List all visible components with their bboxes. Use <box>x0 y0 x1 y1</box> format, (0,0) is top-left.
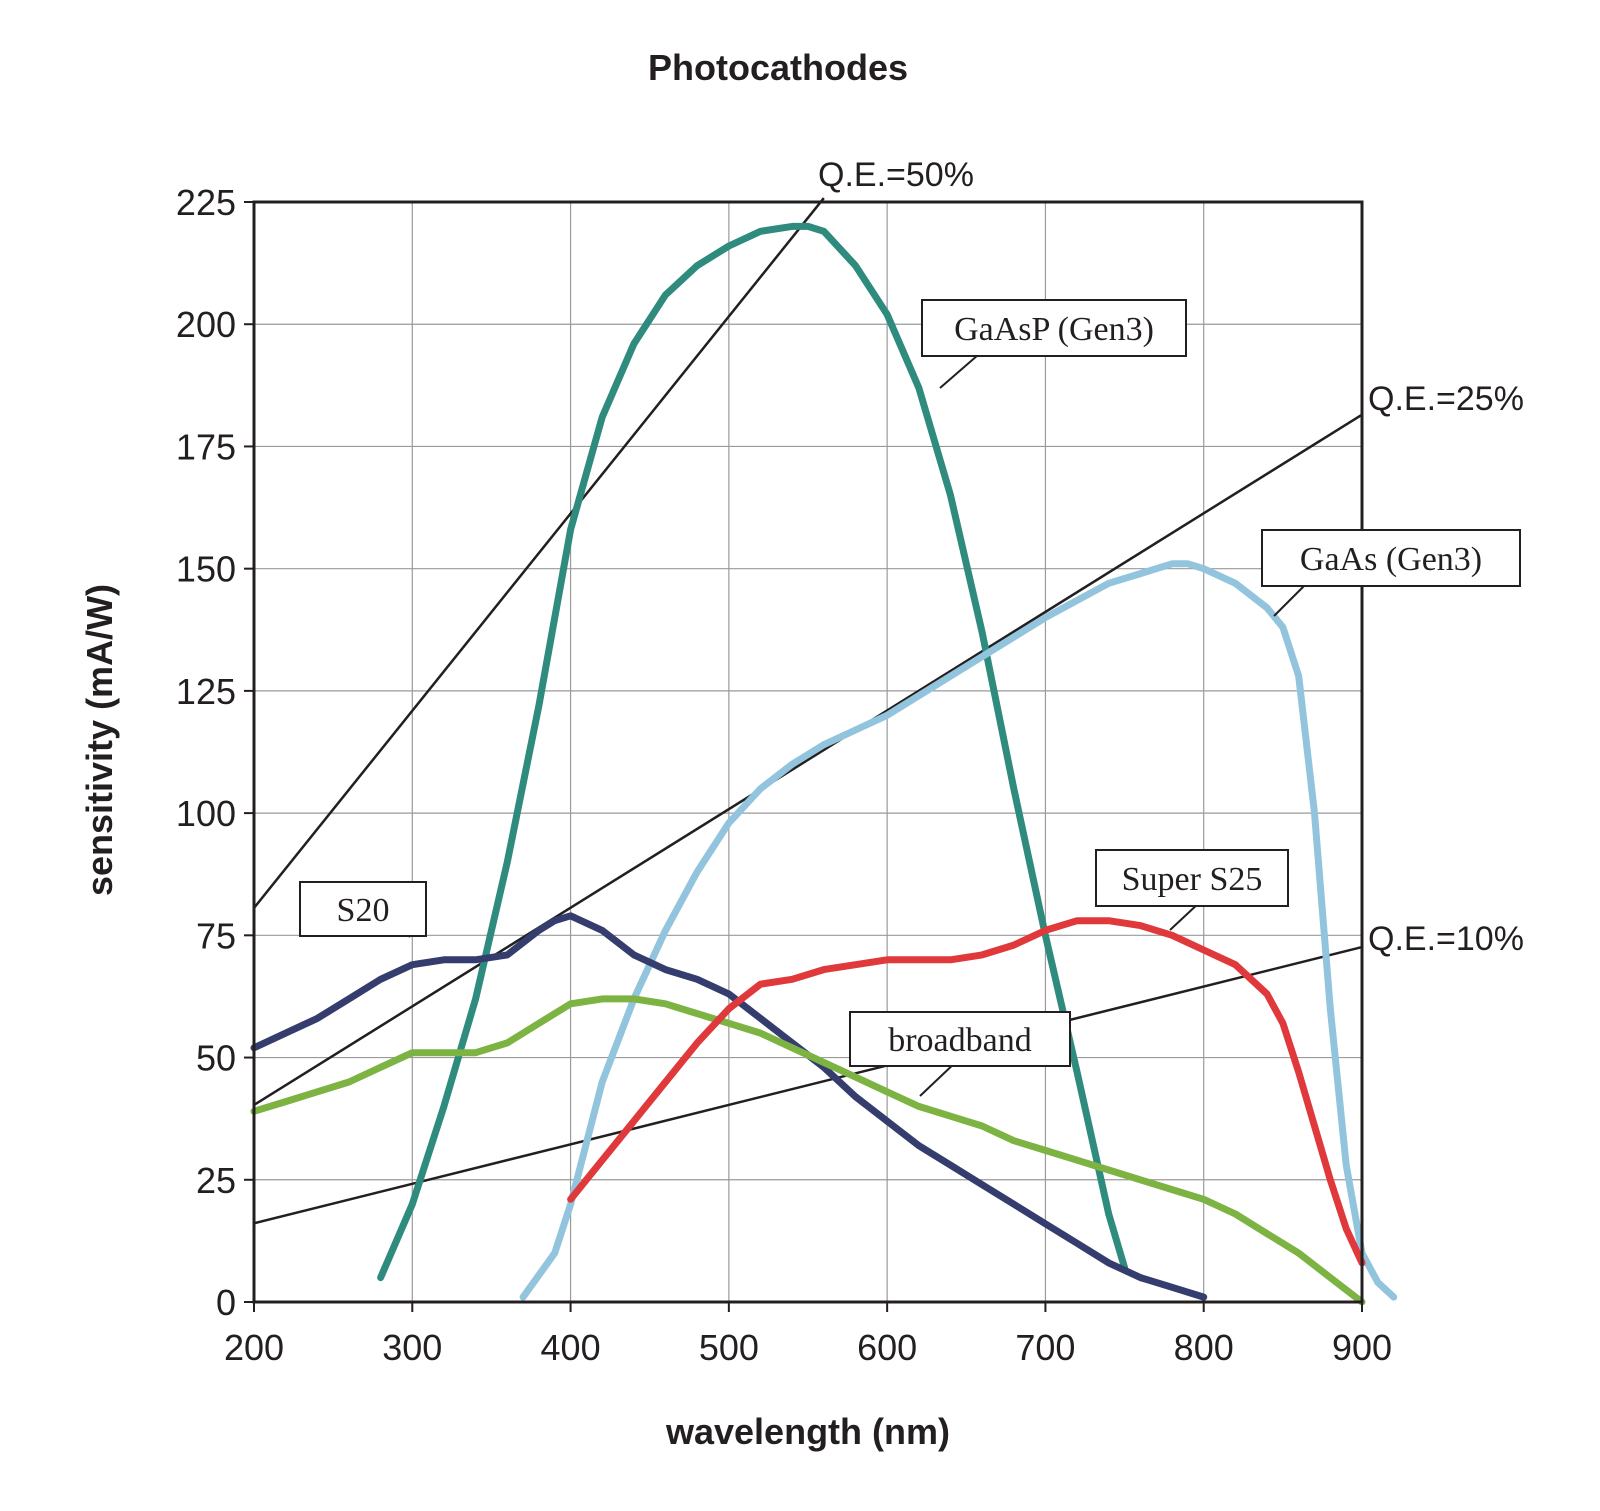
y-tick-label-50: 50 <box>196 1038 236 1079</box>
x-axis-title: wavelength (nm) <box>665 1411 950 1452</box>
x-tick-label-700: 700 <box>1015 1327 1075 1368</box>
qe-lines <box>253 197 1363 1225</box>
x-tick-label-400: 400 <box>541 1327 601 1368</box>
y-tick-label-25: 25 <box>196 1160 236 1201</box>
y-tick-label-175: 175 <box>176 426 236 467</box>
gaas-callout-box <box>1261 529 1521 587</box>
broadband-callout: broadband <box>849 1011 1071 1067</box>
y-tick-label-100: 100 <box>176 793 236 834</box>
series-line-gaasp-gen3 <box>377 222 1129 1282</box>
y-tick-label-0: 0 <box>216 1282 236 1323</box>
gaas-leader <box>1273 583 1307 617</box>
super-s25-callout: Super S25 <box>1095 849 1289 907</box>
gaasp-leader <box>939 354 979 389</box>
qe-50-label: Q.E.=50% <box>818 156 974 194</box>
qe-10-label: Q.E.=10% <box>1368 920 1524 958</box>
y-tick-label-125: 125 <box>176 671 236 712</box>
x-axis-ticks: 200 300 400 500 600 700 800 900 <box>224 1302 1392 1368</box>
x-tick-label-200: 200 <box>224 1327 284 1368</box>
qe-line-q-e-10 <box>253 945 1363 1225</box>
x-tick-label-600: 600 <box>857 1327 917 1368</box>
x-tick-label-300: 300 <box>382 1327 442 1368</box>
gaasp-callout-text: GaAsP (Gen3) <box>954 311 1154 348</box>
callout-leaders <box>375 354 1307 1097</box>
qe-line-q-e-50 <box>253 197 825 909</box>
broadband-callout-text: broadband <box>888 1022 1032 1059</box>
series-line-s20 <box>250 912 1208 1301</box>
x-tick-label-500: 500 <box>699 1327 759 1368</box>
super-s25-callout-text: Super S25 <box>1122 861 1263 898</box>
x-tick-label-900: 900 <box>1332 1327 1392 1368</box>
y-axis-title: sensitivity (mA/W) <box>79 584 120 896</box>
s20-callout-box <box>299 881 427 937</box>
series-line-super-s25 <box>567 917 1366 1267</box>
gaas-callout: GaAs (Gen3) <box>1261 529 1521 587</box>
y-tick-label-150: 150 <box>176 549 236 590</box>
plot-frame <box>252 200 1364 1304</box>
y-tick-label-200: 200 <box>176 304 236 345</box>
gaasp-callout: GaAsP (Gen3) <box>921 299 1187 357</box>
gaasp-callout-box <box>921 299 1187 357</box>
gaas-callout-text: GaAs (Gen3) <box>1300 541 1482 578</box>
series-lines <box>250 222 1398 1306</box>
qe-line-q-e-25 <box>253 413 1363 1107</box>
y-axis-ticks: 0 25 50 75 100 125 150 175 200 225 <box>176 182 254 1323</box>
chart-title: Photocathodes <box>648 47 908 88</box>
series-line-broadband <box>250 995 1366 1306</box>
series-line-gaas-gen3 <box>519 560 1398 1301</box>
y-tick-label-75: 75 <box>196 915 236 956</box>
x-tick-label-800: 800 <box>1174 1327 1234 1368</box>
y-tick-label-225: 225 <box>176 182 236 223</box>
s20-callout-text: S20 <box>337 892 390 929</box>
s20-callout: S20 <box>299 881 427 937</box>
qe-25-label: Q.E.=25% <box>1368 380 1524 418</box>
broadband-callout-box <box>849 1011 1071 1067</box>
super-s25-callout-box <box>1095 849 1289 907</box>
